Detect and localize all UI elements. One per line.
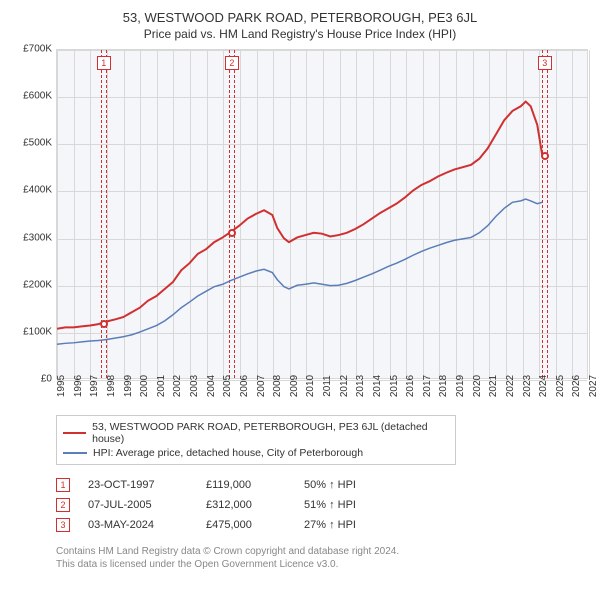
y-axis-label: £600K [23, 91, 52, 102]
event-marker [541, 152, 549, 160]
event-label-box: 2 [225, 56, 239, 70]
y-axis-label: £200K [23, 279, 52, 290]
x-axis-label: 2020 [472, 375, 483, 397]
y-axis-label: £400K [23, 185, 52, 196]
chart-container: 53, WESTWOOD PARK ROAD, PETERBOROUGH, PE… [0, 0, 600, 590]
x-axis-label: 2007 [256, 375, 267, 397]
y-axis-label: £100K [23, 326, 52, 337]
x-axis-label: 1998 [106, 375, 117, 397]
legend-item: 53, WESTWOOD PARK ROAD, PETERBOROUGH, PE… [63, 420, 449, 446]
event-row: 3 03-MAY-2024 £475,000 27% ↑ HPI [56, 515, 588, 535]
line-svg [57, 50, 587, 378]
x-axis-label: 2011 [322, 375, 333, 397]
x-axis-label: 2003 [189, 375, 200, 397]
x-axis-label: 2027 [588, 375, 599, 397]
event-price: £312,000 [206, 499, 286, 511]
x-axis-label: 2010 [305, 375, 316, 397]
event-number: 2 [56, 498, 70, 512]
x-axis-label: 2000 [139, 375, 150, 397]
x-axis-label: 2002 [172, 375, 183, 397]
titles: 53, WESTWOOD PARK ROAD, PETERBOROUGH, PE… [12, 10, 588, 41]
x-axis-label: 2009 [289, 375, 300, 397]
event-price: £475,000 [206, 519, 286, 531]
event-label-box: 3 [538, 56, 552, 70]
event-date: 07-JUL-2005 [88, 499, 188, 511]
x-axis-label: 2006 [239, 375, 250, 397]
x-axis-label: 2018 [438, 375, 449, 397]
x-axis-label: 2019 [455, 375, 466, 397]
x-axis-label: 2023 [522, 375, 533, 397]
series-line-hpi [57, 199, 542, 344]
x-axis-label: 2016 [405, 375, 416, 397]
y-axis-label: £500K [23, 138, 52, 149]
x-axis-label: 2025 [555, 375, 566, 397]
event-pct: 51% ↑ HPI [304, 499, 394, 511]
chart-subtitle: Price paid vs. HM Land Registry's House … [12, 27, 588, 41]
y-axis-label: £700K [23, 44, 52, 55]
x-axis-label: 2017 [422, 375, 433, 397]
x-axis: 1995199619971998199920002001200220032004… [56, 382, 588, 412]
x-axis-label: 2005 [222, 375, 233, 397]
y-axis: £0£100K£200K£300K£400K£500K£600K£700K [12, 49, 56, 379]
events-table: 1 23-OCT-1997 £119,000 50% ↑ HPI 2 07-JUL-200… [56, 475, 588, 535]
x-axis-label: 1999 [123, 375, 134, 397]
x-axis-label: 2001 [156, 375, 167, 397]
event-marker [100, 320, 108, 328]
x-axis-label: 2008 [272, 375, 283, 397]
chart-area: £0£100K£200K£300K£400K£500K£600K£700K 12… [12, 49, 588, 409]
event-pct: 50% ↑ HPI [304, 479, 394, 491]
legend: 53, WESTWOOD PARK ROAD, PETERBOROUGH, PE… [56, 415, 456, 465]
event-label-box: 1 [97, 56, 111, 70]
event-marker [228, 229, 236, 237]
x-axis-label: 1996 [73, 375, 84, 397]
event-price: £119,000 [206, 479, 286, 491]
legend-swatch [63, 452, 87, 454]
legend-item: HPI: Average price, detached house, City… [63, 446, 449, 460]
x-axis-label: 2014 [372, 375, 383, 397]
plot-area: 1 2 3 [56, 49, 588, 379]
x-axis-label: 2012 [339, 375, 350, 397]
event-pct: 27% ↑ HPI [304, 519, 394, 531]
x-axis-label: 2015 [389, 375, 400, 397]
event-row: 2 07-JUL-2005 £312,000 51% ↑ HPI [56, 495, 588, 515]
x-axis-label: 2021 [488, 375, 499, 397]
legend-label: HPI: Average price, detached house, City… [93, 447, 363, 459]
attribution-line: This data is licensed under the Open Gov… [56, 558, 588, 571]
chart-title: 53, WESTWOOD PARK ROAD, PETERBOROUGH, PE… [12, 10, 588, 25]
x-axis-label: 2004 [206, 375, 217, 397]
legend-label: 53, WESTWOOD PARK ROAD, PETERBOROUGH, PE… [92, 421, 449, 445]
event-date: 23-OCT-1997 [88, 479, 188, 491]
series-line-property [57, 102, 542, 329]
x-axis-label: 1997 [89, 375, 100, 397]
x-axis-label: 2024 [538, 375, 549, 397]
gridline-vertical [589, 50, 590, 378]
event-date: 03-MAY-2024 [88, 519, 188, 531]
y-axis-label: £300K [23, 232, 52, 243]
x-axis-label: 1995 [56, 375, 67, 397]
y-axis-label: £0 [41, 374, 52, 385]
x-axis-label: 2026 [571, 375, 582, 397]
event-number: 1 [56, 478, 70, 492]
legend-swatch [63, 432, 86, 434]
attribution: Contains HM Land Registry data © Crown c… [56, 545, 588, 571]
x-axis-label: 2013 [355, 375, 366, 397]
x-axis-label: 2022 [505, 375, 516, 397]
attribution-line: Contains HM Land Registry data © Crown c… [56, 545, 588, 558]
event-number: 3 [56, 518, 70, 532]
event-row: 1 23-OCT-1997 £119,000 50% ↑ HPI [56, 475, 588, 495]
